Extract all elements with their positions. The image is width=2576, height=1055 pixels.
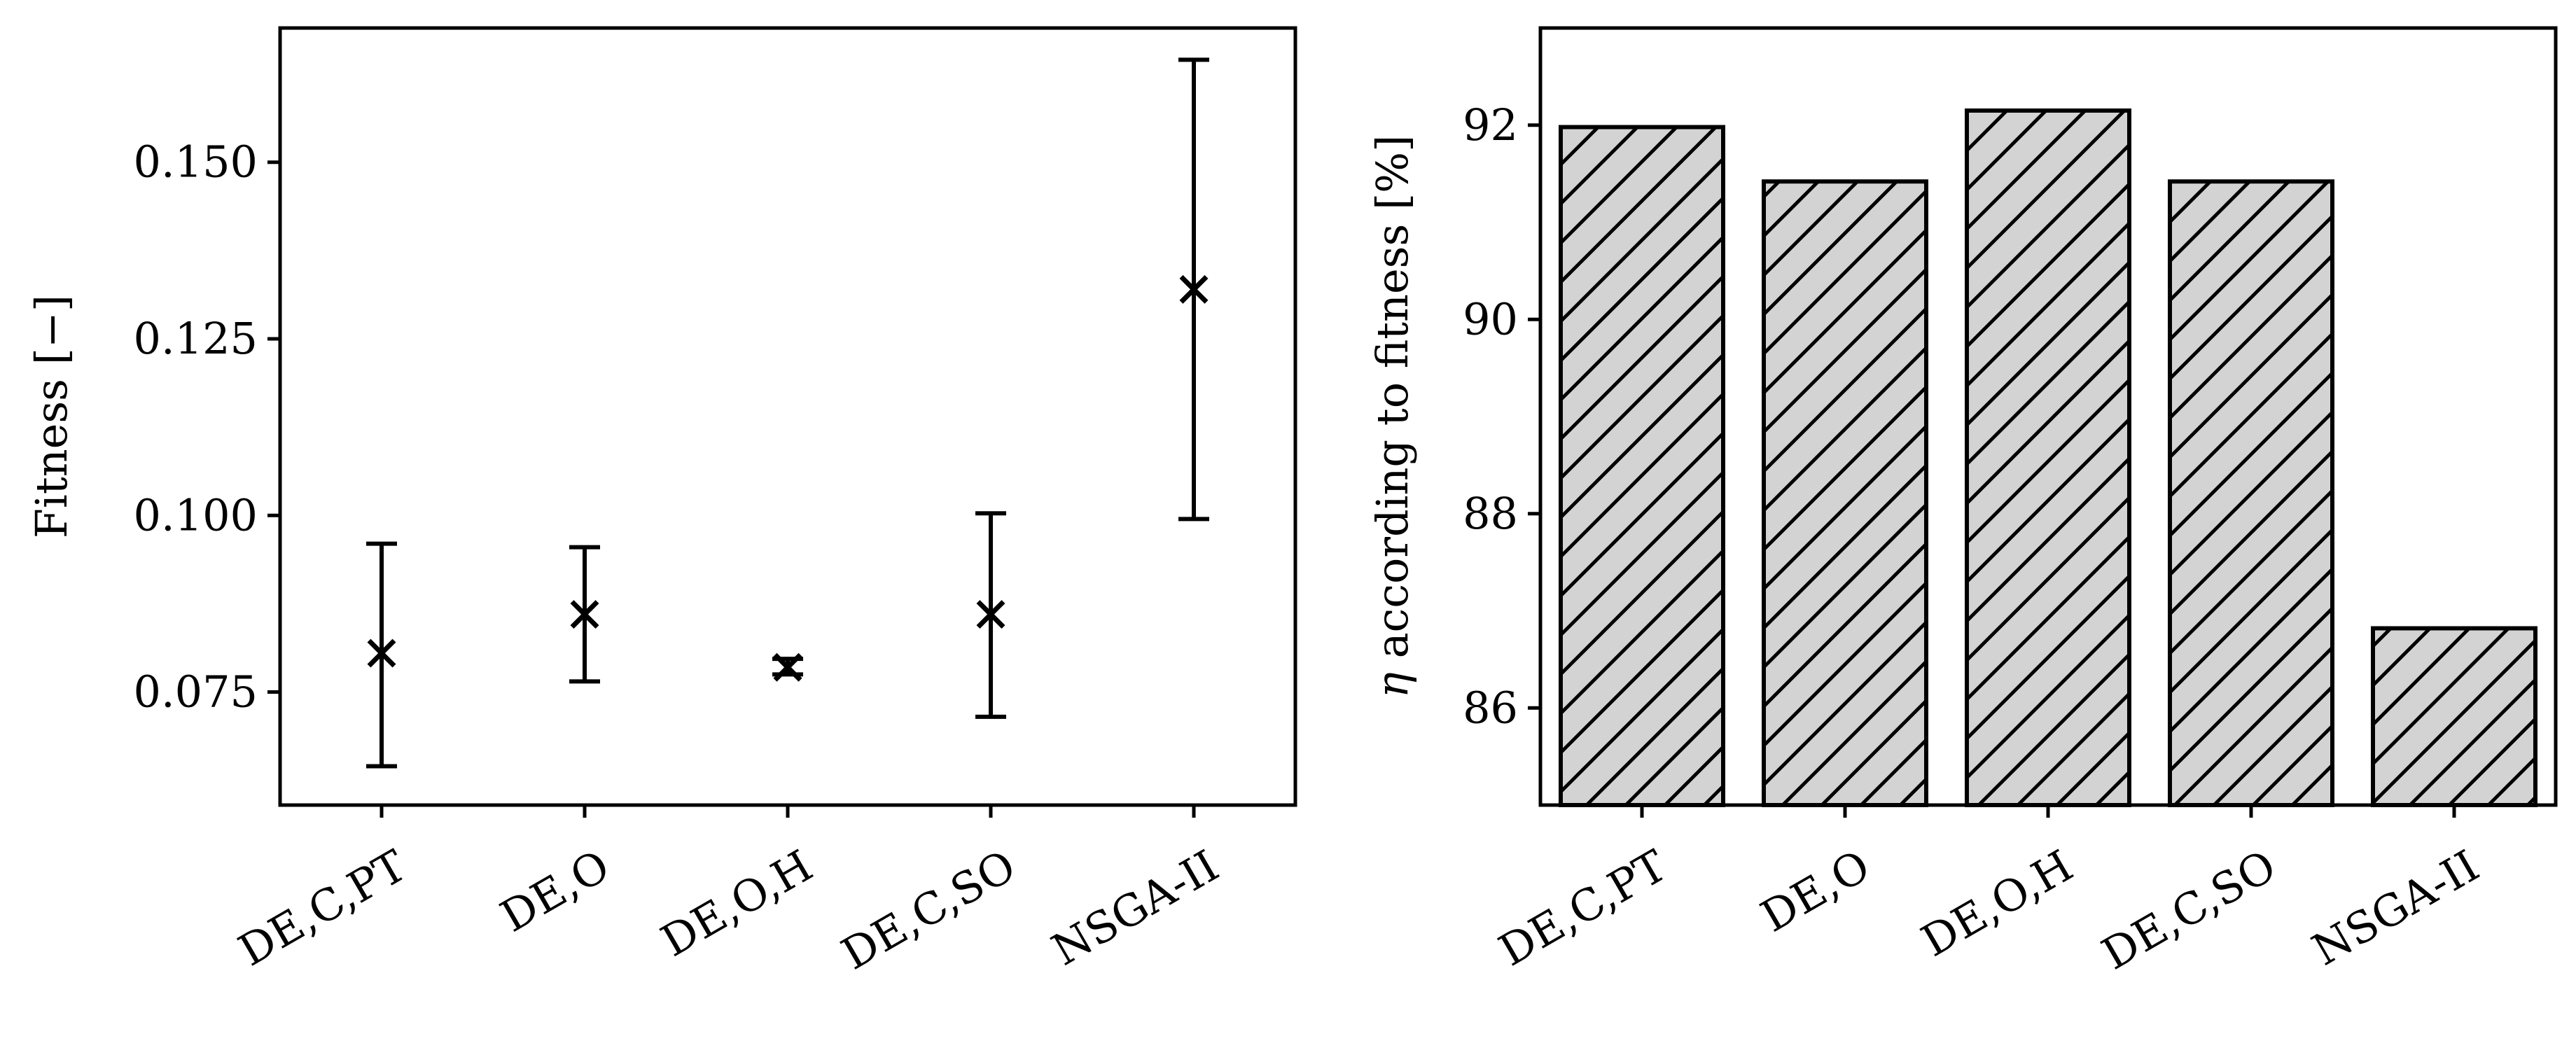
right-y-ticks: 86 88 90 92 (1463, 99, 1540, 733)
bar-de-c-so (2168, 179, 2334, 808)
right-y-tick-label: 90 (1463, 293, 1518, 344)
mean-marker (773, 652, 802, 682)
fitness-errorbar-chart: 0.075 0.100 0.125 0.150 DE,C,PT DE,O DE,O,H DE… (26, 26, 1297, 979)
left-x-tick-label: DE,C,SO (833, 840, 1024, 980)
right-y-axis-symbol: η (1367, 672, 1418, 698)
errorbar-de-o (569, 545, 600, 684)
mean-marker (1179, 274, 1209, 304)
errorbar-de-c-so (975, 511, 1006, 719)
right-x-tick-label: DE,C,SO (2094, 840, 2285, 980)
left-y-tick-label: 0.075 (134, 666, 258, 718)
errorbar-de-o-h (772, 652, 803, 682)
bar-hatch (2168, 179, 2334, 808)
mean-marker (570, 600, 599, 629)
left-x-tick-label: DE,O,H (653, 840, 821, 967)
right-x-tick-label: DE,O,H (1913, 840, 2082, 967)
left-y-tick-label: 0.150 (134, 137, 258, 188)
right-y-axis-label: η according to fitness [%] (1367, 135, 1418, 699)
errorbar-nsga-ii (1178, 57, 1209, 522)
right-y-tick-label: 86 (1463, 682, 1518, 733)
mean-marker (976, 600, 1005, 629)
right-bars (1559, 108, 2537, 808)
bar-hatch (2371, 626, 2537, 807)
left-x-tick-label: NSGA-II (1043, 840, 1227, 976)
right-x-tick-label: DE,C,PT (1491, 840, 1676, 977)
right-y-axis-text: according to fitness [%] (1367, 135, 1418, 672)
left-y-axis-label: Fitness [−] (26, 295, 77, 538)
right-x-tick-label: NSGA-II (2304, 840, 2488, 976)
left-y-tick-label: 0.100 (134, 489, 258, 540)
bar-nsga-ii (2371, 626, 2537, 807)
right-y-tick-label: 92 (1463, 99, 1518, 151)
right-y-tick-label: 88 (1463, 488, 1518, 539)
bar-de-o-h (1965, 108, 2131, 807)
bar-hatch (1559, 125, 1725, 807)
bar-de-o (1762, 179, 1928, 808)
left-data-marks (366, 57, 1209, 769)
bar-de-c-pt (1559, 125, 1725, 807)
left-x-tick-label: DE,C,PT (230, 840, 415, 977)
right-x-ticks: DE,C,PT DE,O DE,O,H DE,C,SO NSGA-II (1491, 805, 2488, 979)
eta-bar-chart: 86 88 90 92 DE,C,PT DE,O DE,O,H DE,C,SO NSGA-II… (1367, 26, 2558, 979)
bar-hatch (1762, 179, 1928, 808)
errorbar-de-c-pt (366, 541, 397, 769)
left-y-tick-label: 0.125 (134, 313, 258, 364)
left-plot-frame (278, 26, 1297, 807)
left-x-ticks: DE,C,PT DE,O DE,O,H DE,C,SO NSGA-II (230, 805, 1227, 979)
left-y-ticks: 0.075 0.100 0.125 0.150 (134, 137, 280, 718)
right-x-tick-label: DE,O (1753, 840, 1879, 942)
bar-hatch (1965, 108, 2131, 807)
left-x-tick-label: DE,O (492, 840, 618, 942)
mean-marker (367, 638, 396, 668)
